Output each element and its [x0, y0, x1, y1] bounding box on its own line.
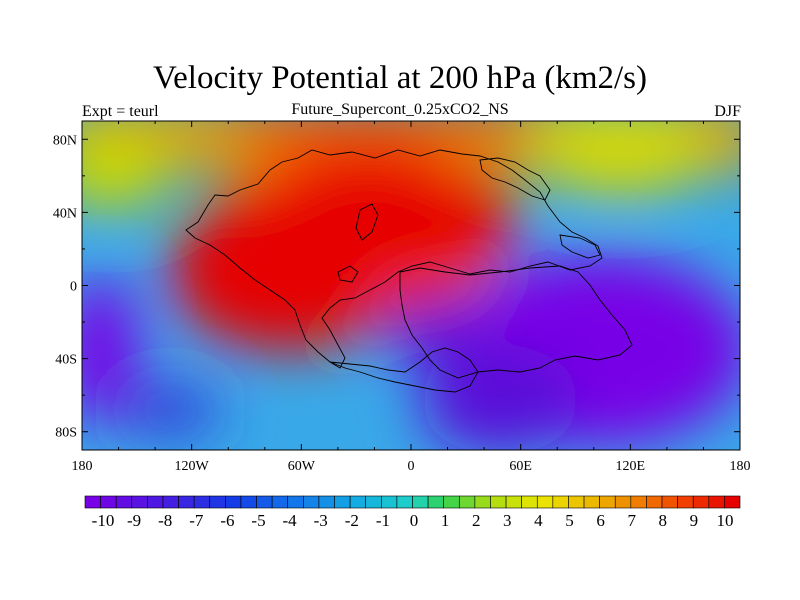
- experiment-label: Expt = teurl: [82, 103, 159, 120]
- colorbar-label: -3: [314, 511, 328, 530]
- colorbar-box: [443, 495, 460, 509]
- colorbar-box: [178, 495, 195, 509]
- colorbar-box: [661, 495, 678, 509]
- colorbar-box: [630, 495, 647, 509]
- southern-landmass-coast: [329, 347, 479, 393]
- colorbar-label: 8: [659, 511, 668, 530]
- colorbar-box: [193, 495, 211, 509]
- colorbar-box: [147, 495, 164, 509]
- colorbar-box: [256, 495, 273, 509]
- lon-tick-label: 120E: [616, 459, 646, 474]
- colorbar-box: [708, 495, 725, 509]
- supercontinent-south-coast: [399, 265, 633, 379]
- colorbar-label: -1: [376, 511, 390, 530]
- velocity-potential-field: [82, 121, 740, 450]
- equatorial-islands-coast: [559, 234, 601, 259]
- axis-tick-labels: 180 120W 60W 0 60E 120E 180 80N 40N 0 40S 80S: [53, 133, 751, 474]
- colorbar-label: -4: [283, 511, 298, 530]
- colorbar-box: [225, 495, 242, 509]
- colorbar-label: -7: [189, 511, 204, 530]
- colorbar-label: -5: [251, 511, 265, 530]
- colorbar-box: [100, 495, 117, 509]
- inland-sea-coast: [337, 265, 359, 283]
- colorbar-box: [552, 495, 569, 509]
- colorbar-labels: -10 -9 -8 -7 -6 -5 -4 -3 -2 -1 0 1 2 3 4 5 6 7 8 9 10: [92, 511, 734, 530]
- colorbar-box: [131, 495, 148, 509]
- west-island-coast: [355, 203, 379, 241]
- colorbar-label: 6: [596, 511, 605, 530]
- axis-ticks: [81, 121, 741, 450]
- colorbar-label: 5: [565, 511, 574, 530]
- colorbar-box: [412, 495, 429, 509]
- colorbar-box: [240, 495, 257, 509]
- lon-tick-label: 60E: [509, 459, 532, 474]
- map-subtitle: Future_Supercont_0.25xCO2_NS: [291, 101, 509, 118]
- colorbar-box: [209, 495, 226, 509]
- map-title: Velocity Potential at 200 hPa (km2/s): [152, 60, 648, 96]
- colorbar-box: [692, 495, 710, 509]
- colorbar-box: [84, 495, 101, 509]
- lon-tick-label: 180: [72, 459, 93, 474]
- season-label: DJF: [714, 103, 741, 120]
- colorbar-box: [318, 495, 335, 509]
- lat-tick-label: 40N: [53, 206, 77, 221]
- lon-tick-label: 0: [408, 459, 415, 474]
- colorbar-label: 1: [441, 511, 450, 530]
- colorbar-box: [381, 495, 398, 509]
- colorbar-label: 4: [534, 511, 543, 530]
- lat-tick-label: 0: [70, 280, 77, 295]
- colorbar-box: [349, 495, 367, 509]
- colorbar-label: -9: [127, 511, 141, 530]
- lon-tick-label: 180: [730, 459, 751, 474]
- colorbar-box: [287, 495, 304, 509]
- colorbar: [84, 495, 741, 509]
- supercontinent-north-coast: [185, 149, 603, 369]
- continent-outline: [185, 149, 633, 393]
- colorbar-box: [115, 495, 133, 509]
- colorbar-box: [505, 495, 522, 509]
- colorbar-box: [677, 495, 694, 509]
- colorbar-label: 3: [503, 511, 512, 530]
- colorbar-box: [614, 495, 632, 509]
- colorbar-box: [365, 495, 382, 509]
- colorbar-box: [490, 495, 507, 509]
- lat-tick-label: 80S: [55, 426, 77, 441]
- colorbar-label: -2: [345, 511, 359, 530]
- colorbar-box: [521, 495, 538, 509]
- colorbar-box: [271, 495, 289, 509]
- colorbar-box: [427, 495, 444, 509]
- colorbar-label: -6: [220, 511, 234, 530]
- colorbar-box: [474, 495, 491, 509]
- colorbar-box: [162, 495, 179, 509]
- lat-tick-label: 40S: [55, 353, 77, 368]
- colorbar-box: [646, 495, 663, 509]
- colorbar-box: [458, 495, 476, 509]
- colorbar-box: [303, 495, 320, 509]
- northeast-islands-coast: [479, 157, 551, 201]
- colorbar-label: 9: [690, 511, 699, 530]
- colorbar-label: -8: [158, 511, 172, 530]
- colorbar-label: 0: [410, 511, 419, 530]
- colorbar-box: [724, 495, 741, 509]
- colorbar-box: [536, 495, 554, 509]
- colorbar-label: 10: [717, 511, 734, 530]
- lat-tick-label: 80N: [53, 133, 77, 148]
- colorbar-label: 2: [472, 511, 481, 530]
- lon-tick-label: 60W: [288, 459, 316, 474]
- colorbar-box: [334, 495, 351, 509]
- colorbar-box: [568, 495, 585, 509]
- lon-tick-label: 120W: [175, 459, 210, 474]
- colorbar-label: 7: [627, 511, 636, 530]
- colorbar-box: [583, 495, 600, 509]
- colorbar-label: -10: [92, 511, 115, 530]
- colorbar-box: [396, 495, 413, 509]
- colorbar-box: [599, 495, 616, 509]
